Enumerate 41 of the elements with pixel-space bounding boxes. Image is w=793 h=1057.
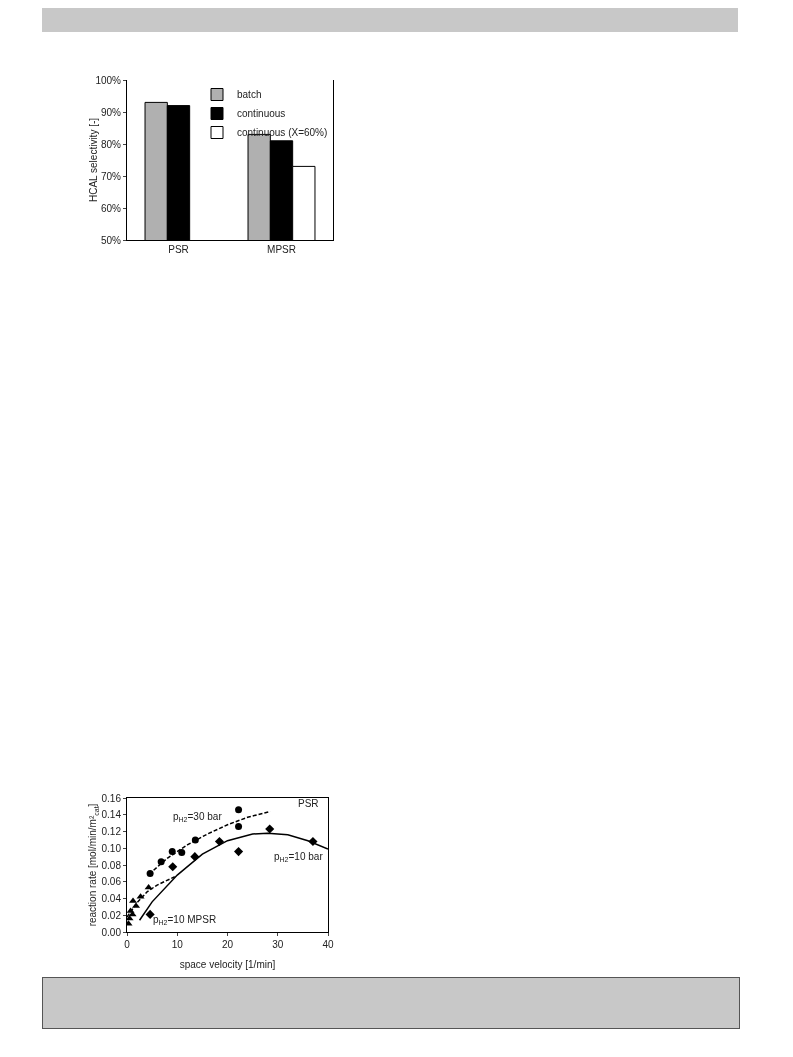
- legend-label: continuous: [237, 108, 286, 120]
- point: [234, 847, 244, 857]
- point: [235, 822, 243, 830]
- y-tick-label: 0.14: [101, 809, 122, 821]
- x-tick-label: 10: [171, 939, 184, 950]
- annotation: p$_{H2}$=10 MPSR: [153, 914, 217, 927]
- y-tick-label: 0.10: [101, 842, 122, 854]
- point: [168, 862, 178, 872]
- y-tick-label: 0.06: [101, 876, 122, 888]
- y-tick-label: 70%: [100, 170, 122, 182]
- annotation: PSR: [298, 798, 319, 809]
- point: [235, 806, 243, 814]
- x-tick-label: 30: [272, 939, 284, 950]
- y-tick-label: 100%: [95, 74, 122, 86]
- point: [178, 848, 186, 856]
- point: [145, 909, 155, 919]
- point: [128, 910, 137, 917]
- y-tick-label: 0.16: [101, 792, 122, 804]
- annotation: p$_{H2}$=10 bar: [274, 851, 324, 864]
- x-axis-title: space velocity [1/min]: [179, 959, 276, 970]
- point: [127, 915, 134, 921]
- point: [265, 824, 275, 834]
- y-tick-label: 80%: [100, 138, 122, 150]
- annotation: p$_{H2}$=30 bar: [173, 811, 223, 824]
- y-tick-label: 50%: [100, 234, 122, 246]
- y-tick-label: 0.08: [101, 859, 122, 871]
- y-tick-label: 0.00: [101, 926, 122, 938]
- x-tick-label: MPSR: [267, 244, 296, 255]
- y-tick-label: 60%: [100, 202, 122, 214]
- y-tick-label: 0.02: [101, 909, 122, 921]
- x-tick-label: 0: [124, 939, 131, 950]
- y-tick-label: 0.04: [101, 893, 122, 904]
- y-tick-label: 90%: [100, 106, 122, 118]
- point: [168, 848, 176, 856]
- x-tick-label: 20: [221, 939, 234, 950]
- x-tick-label: 40: [322, 939, 334, 950]
- y-axis-title: HCAL selectivity [-]: [87, 117, 99, 203]
- legend-label: batch: [237, 89, 262, 101]
- point: [214, 837, 225, 847]
- y-tick-label: 0.12: [101, 826, 122, 837]
- legend-label: continuous (X=60%): [237, 127, 328, 139]
